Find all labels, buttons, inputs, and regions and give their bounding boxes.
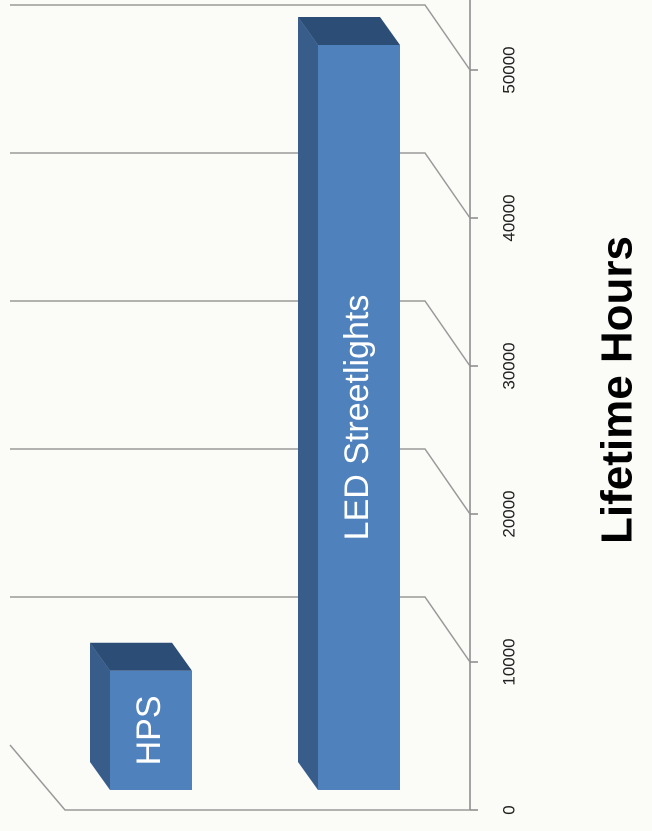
chart: Lifetime Hours 0 10000 20000 30000 40000 5000… [0,0,652,831]
y-tick-label: 0 [499,805,518,814]
category-label: LED Streetlights [338,295,376,541]
chart-title: Lifetime Hours [593,236,642,544]
y-tick-label: 10000 [499,638,518,685]
bar-side [298,17,318,790]
y-tick-label: 20000 [499,490,518,537]
y-tick-label: 40000 [499,194,518,241]
category-label: HPS [130,695,168,765]
y-tick-label: 50000 [499,46,518,93]
y-tick-label: 30000 [499,342,518,389]
